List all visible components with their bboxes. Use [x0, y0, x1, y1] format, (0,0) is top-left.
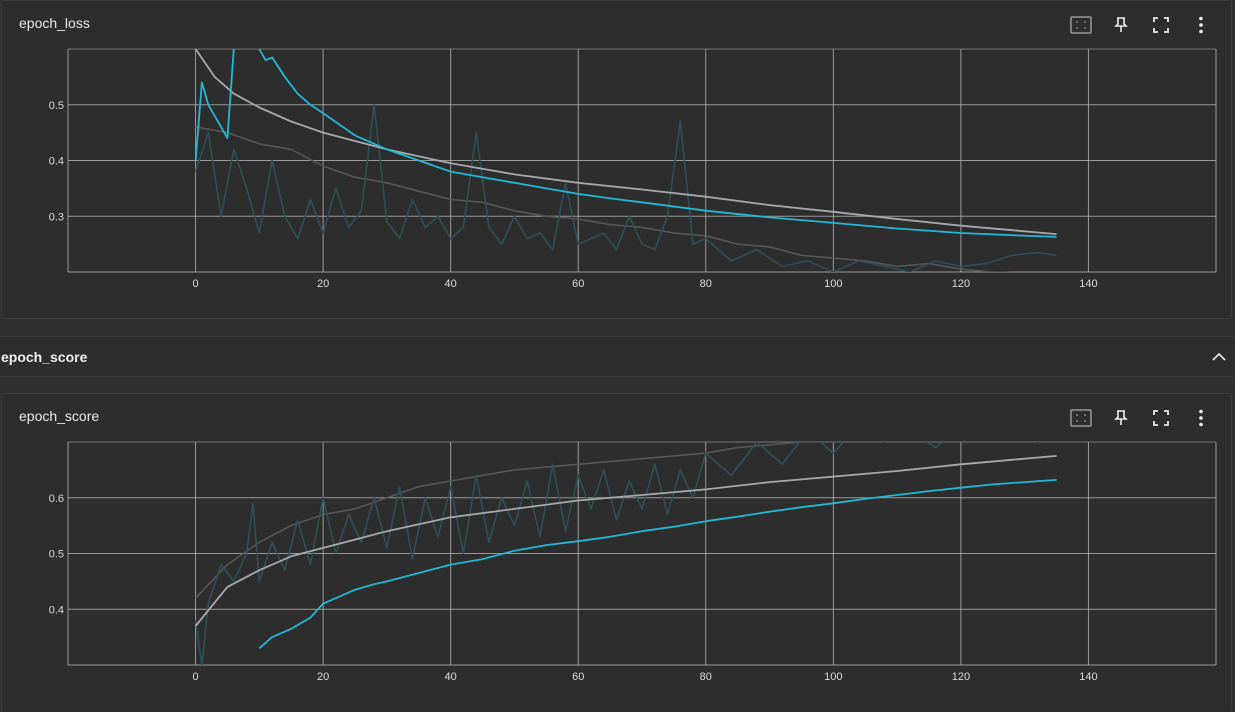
more-options-button[interactable] [1181, 404, 1221, 432]
fit-domain-button[interactable] [1061, 11, 1101, 39]
fit-domain-button[interactable] [1061, 404, 1101, 432]
x-tick-label: 60 [572, 278, 584, 290]
y-tick-label: 0.4 [49, 604, 64, 616]
y-tick-label: 0.5 [49, 549, 64, 561]
chevron-up-icon [1212, 352, 1226, 361]
group-title: epoch_score [1, 349, 88, 365]
y-tick-label: 0.4 [49, 156, 64, 168]
pin-icon [1114, 17, 1128, 32]
more-options-button[interactable] [1181, 11, 1221, 39]
y-tick-label: 0.5 [49, 100, 64, 112]
pin-button[interactable] [1101, 11, 1141, 39]
epoch-score-card: epoch_score 0 20 40 60 80 100 120 140 0.4 0.5 0.6 [1, 393, 1232, 712]
more-vert-icon [1199, 16, 1203, 34]
fit-domain-icon [1070, 16, 1092, 34]
y-tick-label: 0.3 [49, 211, 64, 223]
fullscreen-icon [1153, 17, 1169, 33]
pin-icon [1114, 410, 1128, 425]
series-line-raw-1 [194, 104, 1057, 272]
x-tick-label: 0 [192, 278, 198, 290]
series-line-raw-0 [195, 442, 843, 599]
x-tick-label: 120 [952, 671, 970, 683]
x-tick-label: 120 [952, 278, 970, 290]
card-title: epoch_score [19, 408, 100, 424]
group-header-epoch-score[interactable]: epoch_score [0, 336, 1235, 377]
series-line-smoothed-2 [194, 49, 1057, 235]
card-title: epoch_loss [19, 15, 90, 31]
x-tick-label: 0 [192, 671, 198, 683]
x-tick-label: 140 [1079, 278, 1097, 290]
x-tick-label: 60 [572, 671, 584, 683]
fullscreen-button[interactable] [1141, 11, 1181, 39]
x-tick-label: 40 [445, 278, 457, 290]
x-tick-label: 100 [824, 278, 842, 290]
fullscreen-button[interactable] [1141, 404, 1181, 432]
fullscreen-icon [1153, 410, 1169, 426]
x-tick-label: 40 [445, 671, 457, 683]
series-line-smoothed-2 [194, 455, 1057, 627]
card-toolbar [1061, 404, 1221, 432]
x-tick-label: 80 [700, 671, 712, 683]
x-tick-label: 20 [317, 278, 329, 290]
card-toolbar [1061, 11, 1221, 39]
epoch-score-chart[interactable]: 0 20 40 60 80 100 120 140 0.4 0.5 0.6 [2, 394, 1231, 711]
fit-domain-icon [1070, 409, 1092, 427]
pin-button[interactable] [1101, 404, 1141, 432]
epoch-loss-chart[interactable]: 0 20 40 60 80 100 120 140 0.3 0.4 0.5 [2, 1, 1231, 318]
x-tick-label: 140 [1079, 671, 1097, 683]
more-vert-icon [1199, 409, 1203, 427]
x-tick-label: 20 [317, 671, 329, 683]
series-line-smoothed-3 [194, 49, 1057, 238]
x-tick-label: 80 [700, 278, 712, 290]
x-tick-label: 100 [824, 671, 842, 683]
y-tick-label: 0.6 [49, 493, 64, 505]
collapse-group-button[interactable] [1209, 346, 1229, 366]
epoch-loss-card: epoch_loss 0 20 40 60 80 100 120 140 0.3 0.4 0.5 [1, 0, 1232, 319]
series-line-raw-1 [194, 442, 1041, 665]
series-line-smoothed-3 [258, 479, 1057, 649]
